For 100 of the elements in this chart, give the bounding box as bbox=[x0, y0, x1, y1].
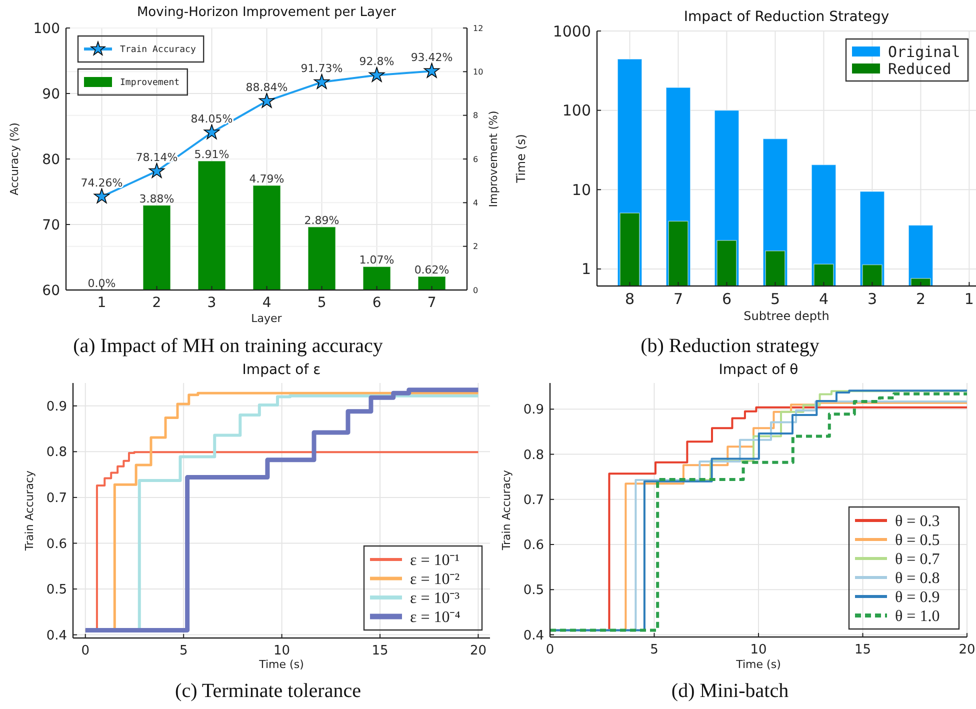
x-tick-label: 6 bbox=[372, 295, 382, 312]
point bbox=[148, 162, 165, 178]
bar bbox=[198, 160, 226, 290]
legend-label: ε = 10⁻³ bbox=[410, 590, 460, 608]
y2-tick-label: 4 bbox=[473, 198, 478, 208]
legend-label: θ = 0.7 bbox=[895, 551, 940, 568]
y-tick-label: 70 bbox=[42, 217, 60, 234]
y-axis-title: Time (s) bbox=[514, 134, 528, 184]
chart-title: Impact of θ bbox=[718, 362, 798, 378]
legend-label: ε = 10⁻² bbox=[410, 571, 460, 588]
x-tick-label: 1 bbox=[964, 290, 974, 308]
data-label: 1.07% bbox=[359, 254, 394, 267]
legend-label: θ = 0.8 bbox=[895, 570, 940, 588]
legend-label: θ = 0.9 bbox=[895, 589, 940, 606]
y2-tick-label: 8 bbox=[473, 111, 478, 120]
data-label: 0.0% bbox=[88, 277, 116, 290]
x-tick-label: 20 bbox=[470, 643, 486, 658]
y-tick-label: 0.4 bbox=[523, 628, 544, 644]
legend-label: ε = 10⁻¹ bbox=[410, 552, 460, 570]
y2-tick-label: 10 bbox=[473, 67, 484, 76]
x-tick-label: 7 bbox=[427, 295, 436, 312]
text: (a) Impact of MH on training accuracy bbox=[73, 335, 383, 357]
y-tick-label: 100 bbox=[33, 20, 60, 37]
x-tick-label: 5 bbox=[770, 290, 780, 308]
data-label: 4.79% bbox=[249, 172, 284, 186]
y-tick-label: 0.5 bbox=[523, 583, 544, 598]
legend-label: Improvement bbox=[120, 78, 180, 88]
y-tick-label: 0.6 bbox=[523, 538, 544, 554]
point bbox=[94, 188, 110, 204]
data-label: 78.14% bbox=[136, 151, 178, 164]
data-label: 2.89% bbox=[304, 214, 340, 227]
chart-title: Moving-Horizon Improvement per Layer bbox=[136, 5, 397, 20]
x-tick-label: 7 bbox=[673, 290, 684, 308]
x-tick-label: 10 bbox=[274, 643, 290, 658]
x-tick-label: 15 bbox=[854, 642, 872, 658]
bar bbox=[308, 226, 336, 290]
y-tick-label: 0.5 bbox=[46, 582, 67, 598]
data-label: 92.8% bbox=[359, 55, 394, 68]
y-axis-title: Train Accuracy bbox=[23, 470, 36, 552]
y-tick-label: 100 bbox=[562, 102, 591, 120]
x-tick-label: 2 bbox=[152, 295, 162, 312]
x-tick-label: 5 bbox=[179, 643, 188, 658]
text: (d) Mini-batch bbox=[671, 680, 789, 702]
data-label: 5.91% bbox=[194, 148, 230, 161]
y-tick-label: 10 bbox=[572, 180, 591, 199]
legend-label: θ = 0.5 bbox=[895, 532, 940, 550]
data-label: 3.88% bbox=[139, 192, 174, 206]
x-tick-label: 15 bbox=[372, 643, 388, 658]
y2-tick-label: 2 bbox=[473, 242, 478, 252]
point bbox=[368, 66, 385, 82]
bar bbox=[252, 185, 281, 290]
data-label: 84.05% bbox=[190, 112, 233, 126]
y-axis-title: Train Accuracy bbox=[500, 469, 513, 552]
legend-label: Train Accuracy bbox=[120, 45, 196, 56]
data-label: 88.84% bbox=[246, 81, 288, 94]
y-tick-label: 90 bbox=[42, 86, 60, 102]
y-tick-label: 0.9 bbox=[523, 402, 544, 418]
y2-tick-label: 12 bbox=[473, 24, 484, 33]
x-tick-label: 0 bbox=[81, 643, 90, 658]
x-tick-label: 10 bbox=[750, 642, 767, 658]
legend-label: ε = 10⁻⁴ bbox=[410, 609, 461, 626]
legend-label: Original bbox=[888, 42, 960, 61]
y-tick-label: 0.4 bbox=[46, 628, 67, 644]
x-axis-title: Subtree depth bbox=[744, 309, 830, 323]
y-tick-label: 0.6 bbox=[46, 536, 67, 552]
x-tick-label: 4 bbox=[262, 295, 272, 312]
bar bbox=[362, 266, 391, 290]
x-tick-label: 5 bbox=[317, 295, 326, 312]
data-label: 91.73% bbox=[300, 62, 343, 76]
y-tick-label: 80 bbox=[42, 152, 60, 168]
data-label: 93.42% bbox=[410, 51, 453, 64]
x-axis-title: Time (s) bbox=[258, 658, 304, 671]
x-tick-label: 3 bbox=[867, 290, 877, 308]
x-tick-label: 4 bbox=[818, 290, 828, 308]
y-tick-label: 0.7 bbox=[523, 492, 544, 508]
x-tick-label: 6 bbox=[722, 290, 732, 308]
x-axis-title: Layer bbox=[251, 312, 282, 325]
data-label: 0.62% bbox=[414, 263, 450, 276]
y-tick-label: 1000 bbox=[552, 22, 591, 40]
x-tick-label: 8 bbox=[624, 290, 635, 308]
text: (b) Reduction strategy bbox=[640, 335, 820, 357]
text: (c) Terminate tolerance bbox=[175, 680, 362, 702]
point bbox=[314, 74, 330, 89]
chart-title: Impact of Reduction Strategy bbox=[684, 9, 890, 25]
chart-title: Impact of ε bbox=[242, 362, 321, 378]
point bbox=[204, 124, 220, 140]
x-tick-label: 2 bbox=[916, 290, 926, 308]
y-tick-label: 1 bbox=[581, 260, 591, 278]
x-tick-label: 1 bbox=[97, 295, 106, 312]
x-axis-title: Time (s) bbox=[735, 658, 781, 671]
x-tick-label: 3 bbox=[207, 295, 216, 312]
legend-label: Reduced bbox=[888, 60, 952, 78]
y-tick-label: 0.8 bbox=[523, 448, 544, 463]
legend-label: θ = 1.0 bbox=[895, 608, 940, 626]
bar bbox=[418, 276, 446, 290]
x-tick-label: 5 bbox=[650, 642, 658, 658]
legend-label: θ = 0.3 bbox=[895, 513, 940, 530]
x-tick-label: 20 bbox=[958, 642, 976, 658]
y2-axis-title: Improvement (%) bbox=[487, 110, 500, 208]
y-tick-label: 0.7 bbox=[46, 491, 67, 506]
